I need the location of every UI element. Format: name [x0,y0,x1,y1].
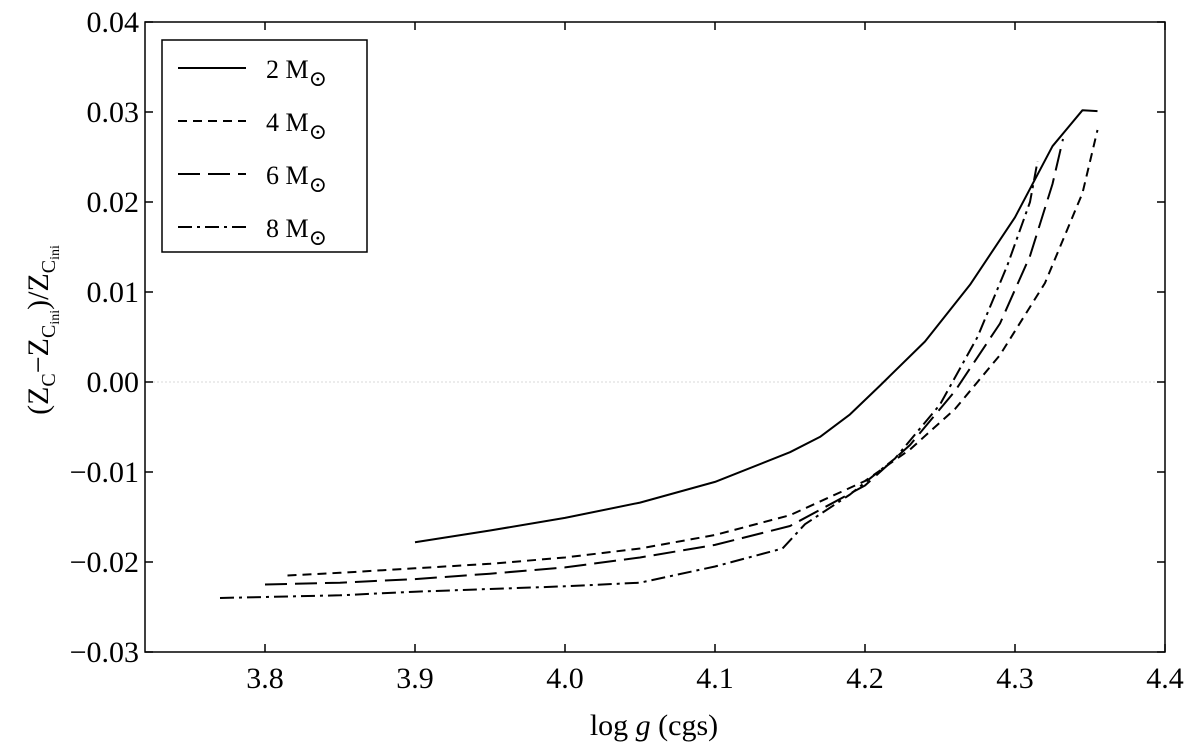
x-tick-label: 4.2 [846,662,884,695]
legend: 2 M⊙ 4 M⊙ 6 M⊙ 8 M⊙ [161,39,368,253]
y-tick-label: 0.01 [87,276,140,309]
legend-box [161,39,368,253]
series-line-1 [414,109,1098,544]
x-tick-label: 3.9 [396,662,434,695]
plot-frame [144,21,1166,653]
y-tick-label: −0.02 [70,546,139,579]
x-tick-label: 4.3 [996,662,1034,695]
x-tick-label: 4.1 [696,662,734,695]
y-axis-label: (ZC−ZCini)/ZCini [22,245,63,415]
y-tick-label: −0.01 [70,456,139,489]
legend-label-4m: 4 M⊙ [266,108,327,144]
legend-label-8m: 8 M⊙ [266,214,327,250]
x-axis-label: log g (cgs) [590,709,718,742]
x-tick-label: 4.4 [1146,662,1184,695]
series-line-3 [264,138,1064,586]
x-tick-label: 3.8 [246,662,284,695]
y-tick-label: 0.02 [87,186,140,219]
y-tick-label: −0.03 [70,636,139,669]
y-tick-label: 0.00 [87,366,140,399]
series-line-2 [287,129,1099,577]
x-tick-label: 4.0 [546,662,584,695]
plot-layer: 3.8 3.9 4.0 4.1 4.2 4.3 4.4 −0.03 −0.02 −0.01 0.00… [70,6,1184,695]
legend-label-2m: 2 M⊙ [266,55,327,91]
y-tick-label: 0.03 [87,96,140,129]
legend-label-6m: 6 M⊙ [266,161,327,197]
series-line-4 [219,161,1039,599]
y-tick-label: 0.04 [87,6,140,39]
